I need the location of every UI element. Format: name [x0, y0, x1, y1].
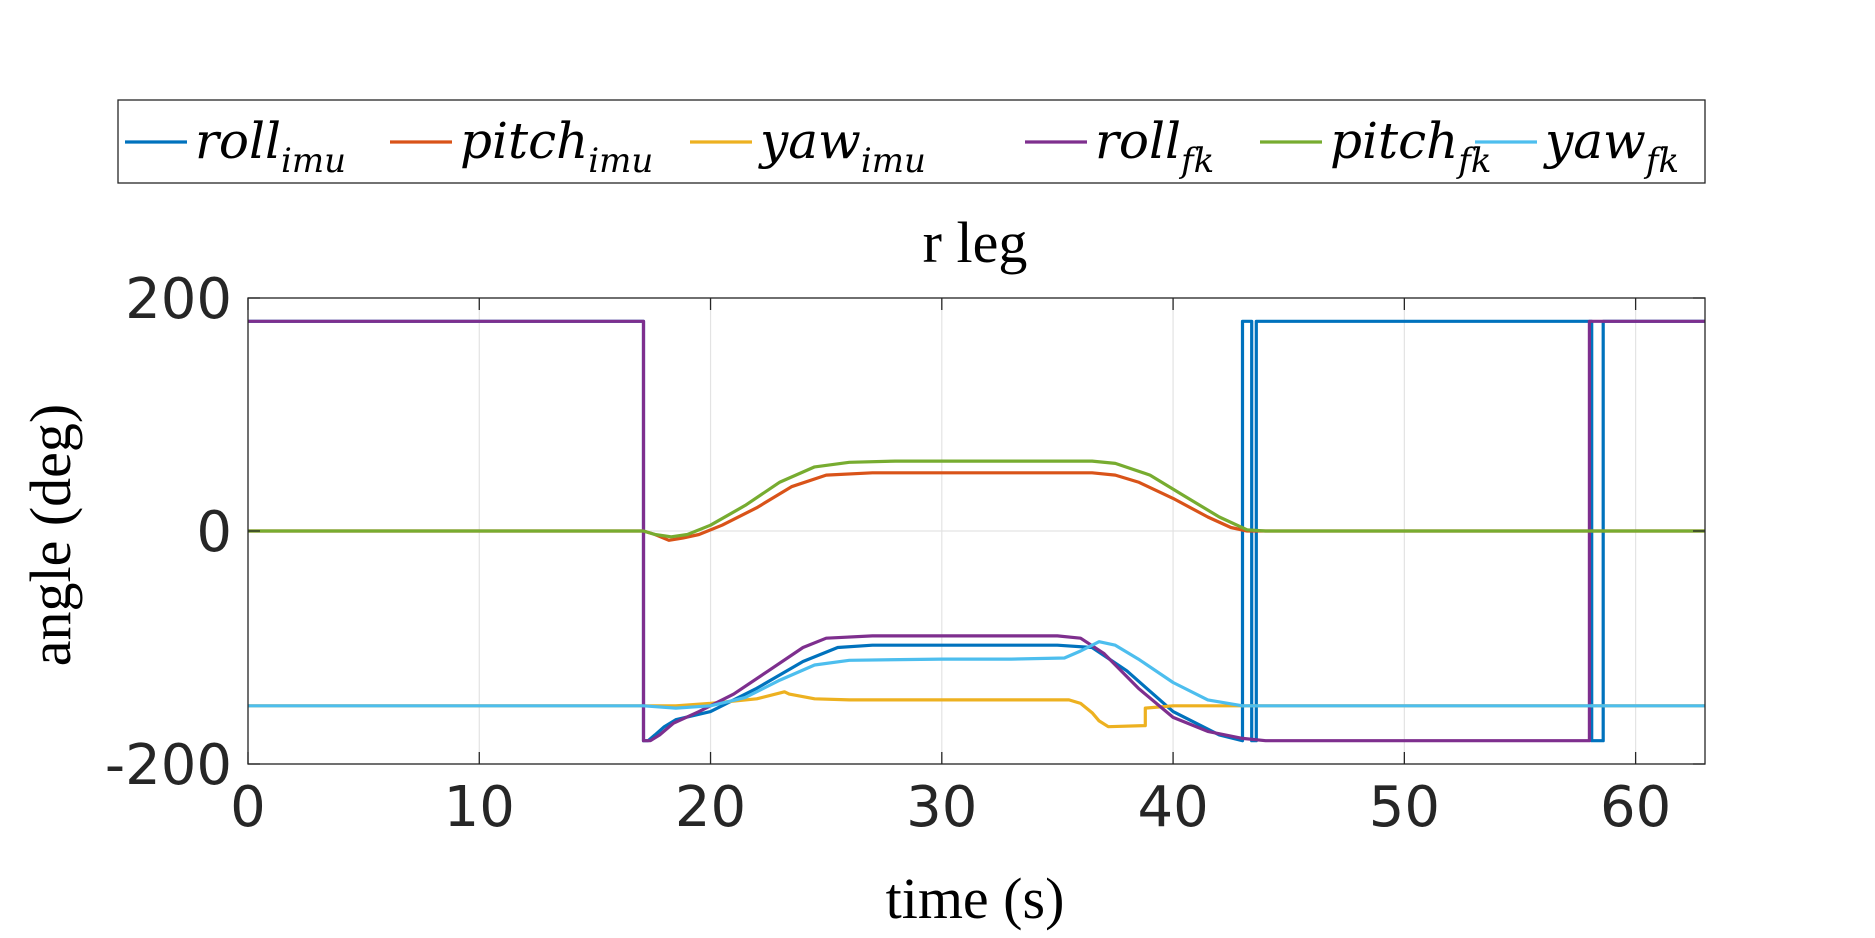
series-line-roll-fk	[248, 319, 1705, 743]
y-tick-label: 0	[196, 500, 232, 565]
legend-label-subscript: fk	[1455, 141, 1491, 181]
x-tick-label: 20	[675, 775, 746, 840]
legend-entry: yawfk	[1475, 112, 1679, 181]
legend-entry: pitchimu	[390, 112, 653, 181]
legend-label: rollimu	[195, 112, 346, 181]
y-tick-label: 200	[125, 267, 232, 332]
legend-label-subscript: fk	[1643, 141, 1679, 181]
y-axis-label: angle (deg)	[18, 404, 83, 666]
series-line-yaw-imu	[248, 690, 1705, 729]
y-tick-label: -200	[105, 733, 232, 798]
x-axis-label: time (s)	[886, 866, 1065, 931]
legend-label-subscript: fk	[1178, 141, 1214, 181]
legend: rollimu pitchimu yawimu rollfk pitchfk yawfk	[117, 99, 1706, 184]
x-tick-label: 0	[230, 775, 266, 840]
legend-box	[117, 99, 1706, 184]
legend-label-subscript: imu	[588, 141, 653, 181]
chart-title: r leg	[923, 210, 1028, 275]
series-layer	[248, 319, 1705, 743]
legend-label: yawfk	[1543, 112, 1679, 181]
x-tick-label: 60	[1600, 775, 1671, 840]
x-tick-label: 50	[1369, 775, 1440, 840]
series-line-roll-imu	[248, 319, 1705, 743]
legend-entry: rollimu	[125, 112, 346, 181]
series-line-yaw-fk	[248, 640, 1705, 710]
x-tick-label: 10	[444, 775, 515, 840]
x-tick-label: 40	[1137, 775, 1208, 840]
legend-label-subscript: imu	[281, 141, 346, 181]
series-line-pitch-imu	[248, 471, 1705, 542]
x-tick-label: 30	[906, 775, 977, 840]
legend-label: pitchimu	[460, 112, 653, 181]
legend-label-subscript: imu	[861, 141, 926, 181]
series-line-pitch-fk	[248, 459, 1705, 539]
